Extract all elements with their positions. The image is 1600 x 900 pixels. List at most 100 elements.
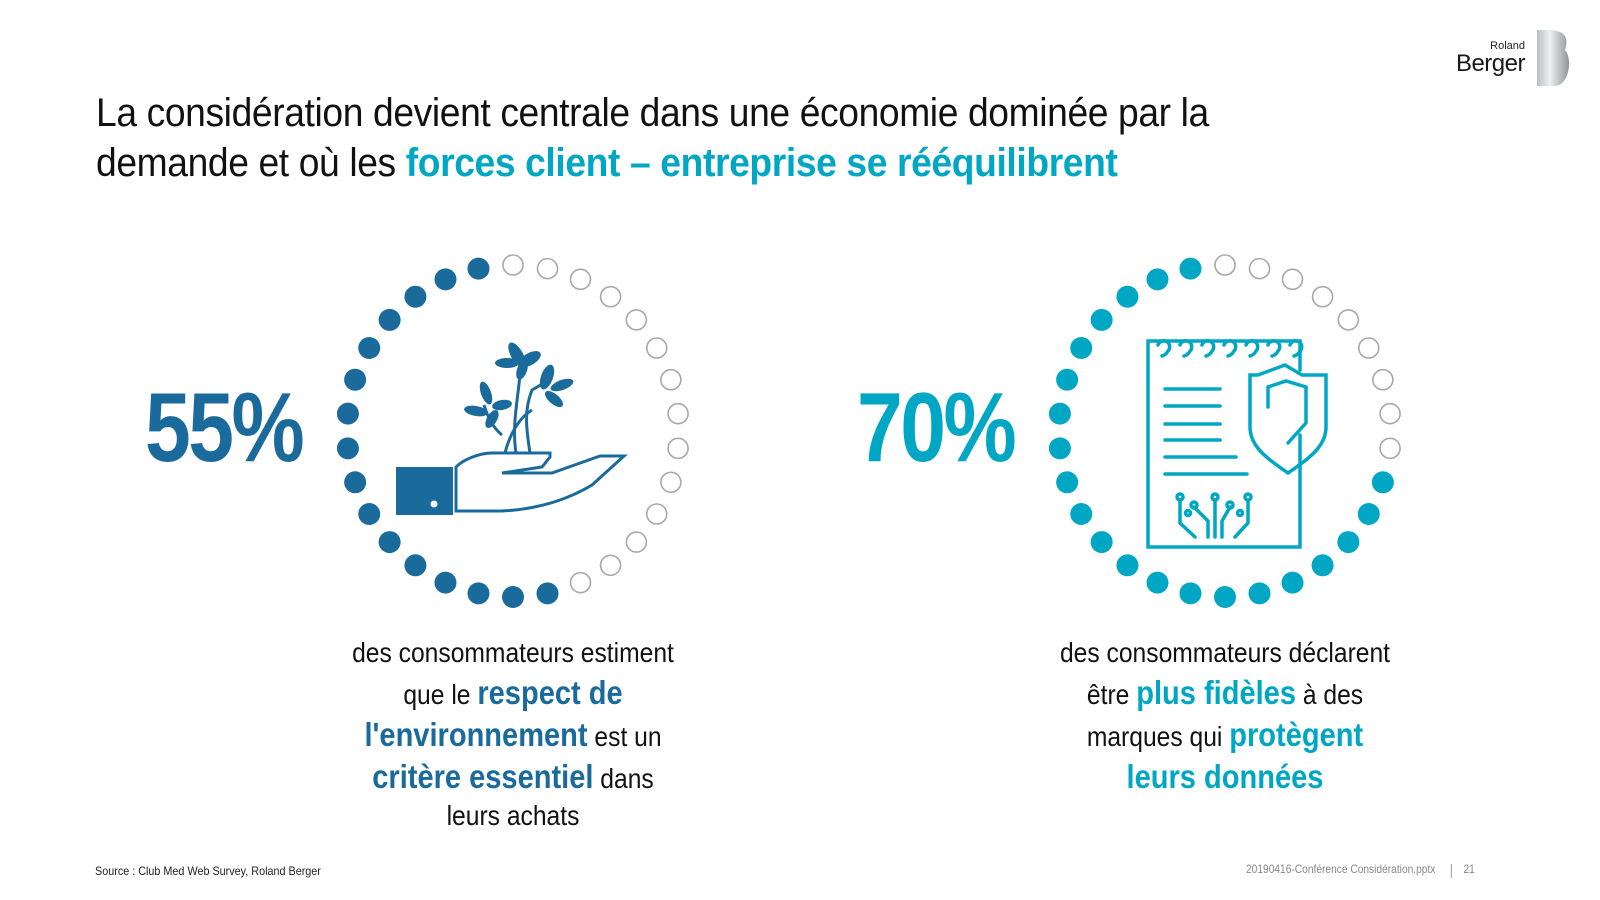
- filled-dot: [1214, 586, 1236, 608]
- filled-dot: [1090, 531, 1113, 554]
- empty-dot: [1248, 257, 1271, 280]
- empty-dot: [667, 437, 689, 460]
- filled-dot: [1281, 571, 1304, 594]
- progress-ring-data-protection: [1045, 251, 1405, 611]
- empty-dot: [625, 309, 648, 331]
- filled-dot: [536, 582, 559, 605]
- empty-dot: [1311, 285, 1334, 308]
- caption-emphasis: leurs données: [1126, 758, 1324, 795]
- empty-dot: [1379, 402, 1401, 425]
- filled-dot: [378, 308, 401, 331]
- filled-dot: [378, 531, 401, 554]
- page-number: 21: [1463, 862, 1475, 876]
- filled-dot: [1337, 531, 1360, 554]
- caption-environment: des consommateurs estiment que le respec…: [319, 633, 706, 833]
- title-line-1: La considération devient centrale dans u…: [96, 91, 1209, 135]
- stat-percent-environment: 55%: [145, 372, 305, 482]
- hand-holding-plant-icon: [396, 342, 628, 515]
- filled-dot: [502, 586, 524, 608]
- filled-dot: [1070, 503, 1093, 525]
- filled-dot: [1116, 554, 1139, 577]
- filled-dot: [1357, 503, 1380, 525]
- caption-line: l'environnement est un: [319, 715, 706, 757]
- filled-dot: [1090, 308, 1113, 331]
- stat-percent-data-protection: 70%: [857, 372, 1017, 482]
- empty-dot: [569, 268, 592, 291]
- empty-dot: [1372, 368, 1394, 391]
- filled-dot: [1371, 471, 1394, 494]
- caption-text: marques qui: [1086, 721, 1230, 752]
- filled-dot: [358, 337, 381, 359]
- empty-dot: [645, 503, 668, 525]
- filled-dot: [434, 571, 457, 594]
- filled-dot: [344, 368, 367, 391]
- filled-dot: [1116, 285, 1139, 308]
- roland-berger-logo: Roland Berger: [1445, 28, 1585, 90]
- caption-line: être plus fidèles à des: [1031, 673, 1418, 715]
- file-name: 20190416-Conférence Considération.pptx: [1246, 862, 1436, 876]
- filled-dot: [1146, 268, 1169, 291]
- filled-dot: [1248, 582, 1271, 605]
- caption-line: leurs achats: [446, 800, 580, 831]
- caption-line: marques qui protègent: [1031, 715, 1418, 757]
- empty-dot: [1281, 268, 1304, 291]
- slide-title: La considération devient centrale dans u…: [96, 88, 1333, 188]
- source-note: Source : Club Med Web Survey, Roland Ber…: [95, 864, 321, 878]
- filled-dot: [1048, 437, 1071, 460]
- filled-dot: [1146, 571, 1169, 594]
- filled-dot: [1179, 582, 1202, 605]
- filled-dot: [1311, 554, 1334, 577]
- dotted-ring-icon: [336, 254, 689, 608]
- caption-emphasis: critère essentiel: [372, 758, 594, 795]
- title-line-2: demande et où les forces client – entrep…: [96, 138, 1333, 188]
- filled-dot: [336, 402, 359, 425]
- empty-dot: [1357, 337, 1380, 359]
- filled-dot: [1179, 257, 1202, 280]
- caption-line: que le respect de: [319, 673, 706, 715]
- filled-dot: [404, 285, 427, 308]
- caption-text: que le: [403, 679, 478, 710]
- empty-dot: [1214, 254, 1236, 276]
- caption-text: être: [1086, 679, 1137, 710]
- caption-emphasis: plus fidèles: [1136, 674, 1296, 711]
- empty-dot: [645, 337, 668, 359]
- caption-line: des consommateurs déclarent: [1059, 637, 1391, 668]
- caption-text: dans: [593, 763, 654, 794]
- dotted-ring-icon: [1048, 254, 1401, 608]
- filled-dot: [1048, 402, 1071, 425]
- caption-emphasis: protègent: [1229, 716, 1364, 753]
- filled-dot: [434, 268, 457, 291]
- caption-emphasis: respect de: [477, 674, 623, 711]
- caption-line: leurs données: [1031, 757, 1418, 799]
- title-line-2-plain: demande et où les: [96, 141, 406, 185]
- filled-dot: [1070, 337, 1093, 359]
- filled-dot: [344, 471, 367, 494]
- filled-dot: [336, 437, 359, 460]
- caption-line: des consommateurs estiment: [352, 637, 674, 668]
- empty-dot: [599, 285, 622, 308]
- filled-dot: [404, 554, 427, 577]
- empty-dot: [502, 254, 524, 276]
- roland-berger-b-icon: [1537, 30, 1570, 87]
- empty-dot: [660, 368, 682, 391]
- title-highlight: forces client – entreprise se rééquilibr…: [405, 141, 1118, 185]
- progress-ring-environment: [333, 251, 693, 611]
- caption-emphasis: l'environnement: [364, 716, 588, 753]
- caption-data-protection: des consommateurs déclarent être plus fi…: [1031, 633, 1418, 799]
- filled-dot: [1056, 368, 1079, 391]
- empty-dot: [660, 471, 682, 494]
- filled-dot: [467, 257, 490, 280]
- filled-dot: [1056, 471, 1079, 494]
- footer-file-info: 20190416-Conférence Considération.pptx 21: [1246, 862, 1475, 878]
- notepad-shield-circuit-icon: [1146, 339, 1328, 549]
- filled-dot: [358, 503, 381, 525]
- footer-divider: [1450, 864, 1452, 878]
- caption-line: critère essentiel dans: [319, 757, 706, 799]
- empty-dot: [569, 571, 592, 594]
- empty-dot: [599, 554, 622, 577]
- caption-text: à des: [1295, 679, 1364, 710]
- logo-roland-text: Roland: [1490, 40, 1525, 52]
- empty-dot: [1379, 437, 1401, 460]
- filled-dot: [467, 582, 490, 605]
- empty-dot: [536, 257, 559, 280]
